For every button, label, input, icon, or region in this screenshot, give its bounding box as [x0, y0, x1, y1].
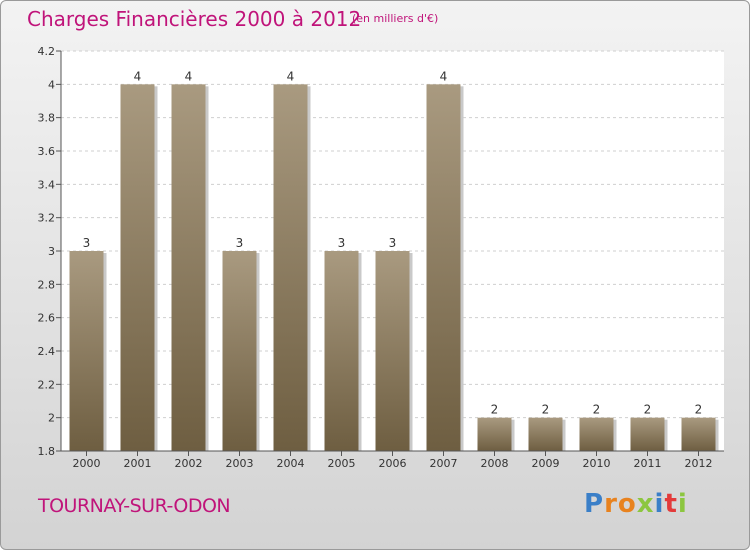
bar-value-label: 4 [287, 69, 295, 83]
bar [375, 251, 410, 451]
bar-value-label: 4 [440, 69, 448, 83]
bar-value-label: 3 [236, 236, 244, 250]
bar-value-label: 2 [644, 403, 652, 417]
proxiti-logo: Proxiti [584, 489, 688, 519]
logo-letter: i [654, 489, 665, 519]
y-tick-label: 4 [48, 78, 55, 91]
logo-letter: P [584, 489, 605, 519]
bar [579, 417, 614, 451]
y-tick-label: 3.2 [38, 212, 56, 225]
bar-value-label: 2 [491, 403, 499, 417]
bars [69, 84, 719, 451]
y-tick-label: 2.8 [38, 278, 56, 291]
x-tick-label: 2008 [481, 457, 509, 470]
bar-value-label: 2 [542, 403, 550, 417]
bar-value-label: 4 [134, 69, 142, 83]
logo-letter: o [617, 489, 637, 519]
bar [273, 84, 308, 451]
x-tick-label: 2011 [634, 457, 662, 470]
bar [528, 417, 563, 451]
bar [171, 84, 206, 451]
bar-value-label: 4 [185, 69, 193, 83]
x-tick-label: 2002 [175, 457, 203, 470]
bar [222, 251, 257, 451]
y-tick-label: 2 [48, 412, 55, 425]
y-tick-label: 2.2 [38, 378, 56, 391]
x-tick-label: 2007 [430, 457, 458, 470]
y-tick-label: 1.8 [38, 445, 56, 458]
x-tick-label: 2009 [532, 457, 560, 470]
x-tick-label: 2012 [685, 457, 713, 470]
bar [630, 417, 665, 451]
bar-value-label: 3 [389, 236, 397, 250]
x-tick-label: 2005 [328, 457, 356, 470]
y-tick-label: 4.2 [38, 45, 56, 58]
bar [324, 251, 359, 451]
logo-letter: i [677, 489, 688, 519]
commune-name: TOURNAY-SUR-ODON [38, 495, 231, 517]
y-tick-label: 3 [48, 245, 55, 258]
bar-value-label: 3 [83, 236, 91, 250]
chart-subtitle: (en milliers d'€) [352, 12, 439, 25]
axes [56, 50, 724, 456]
x-tick-label: 2003 [226, 457, 254, 470]
x-tick-label: 2006 [379, 457, 407, 470]
bar [681, 417, 716, 451]
bar [120, 84, 155, 451]
y-tick-label: 2.4 [38, 345, 56, 358]
bar-value-label: 3 [338, 236, 346, 250]
bar [477, 417, 512, 451]
logo-letter: r [604, 489, 618, 519]
chart-title: Charges Financières 2000 à 2012 [27, 7, 362, 31]
x-tick-label: 2000 [73, 457, 101, 470]
y-tick-label: 3.6 [38, 145, 56, 158]
bar-value-label: 2 [695, 403, 703, 417]
y-tick-label: 2.6 [38, 312, 56, 325]
labels: 1.8 2 2.2 2.4 2.6 2.8 3 3.2 3.4 3.6 3.8 4 4.2 3 2000 4 2… [38, 45, 713, 470]
bar [426, 84, 461, 451]
bar [69, 251, 104, 451]
x-tick-label: 2001 [124, 457, 152, 470]
bar-value-label: 2 [593, 403, 601, 417]
logo-letter: t [664, 489, 678, 519]
y-tick-label: 3.8 [38, 112, 56, 125]
x-tick-label: 2010 [583, 457, 611, 470]
logo-letter: x [636, 489, 655, 519]
y-tick-label: 3.4 [38, 178, 56, 191]
x-tick-label: 2004 [277, 457, 305, 470]
